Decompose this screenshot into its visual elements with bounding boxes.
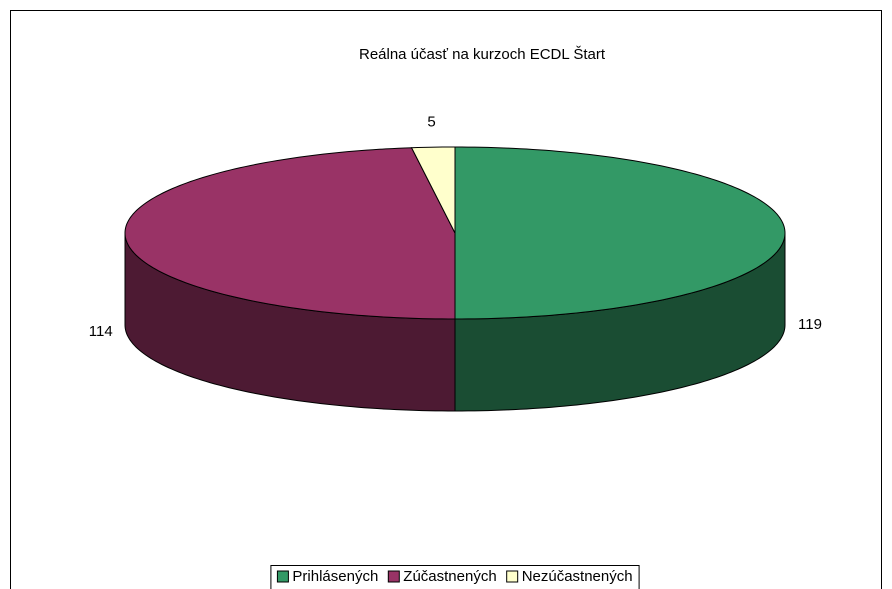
data-label: 114 bbox=[89, 323, 113, 340]
legend-box bbox=[270, 565, 640, 589]
data-label: 119 bbox=[798, 316, 822, 333]
legend-swatch bbox=[506, 570, 519, 583]
legend-label: Prihlásených bbox=[292, 568, 378, 585]
data-label: 5 bbox=[427, 114, 435, 131]
pie-slice bbox=[124, 147, 456, 320]
legend-label: Zúčastnených bbox=[403, 568, 496, 585]
pie-slice bbox=[454, 146, 786, 320]
pie-slice bbox=[410, 146, 456, 234]
legend-label: Nezúčastnených bbox=[522, 568, 633, 585]
legend-swatch bbox=[276, 570, 289, 583]
legend-swatch bbox=[387, 570, 400, 583]
legend: Prihlásených Zúčastnených Nezúčastnených bbox=[270, 565, 640, 589]
chart-title: Reálna účasť na kurzoch ECDL Štart bbox=[359, 46, 606, 63]
